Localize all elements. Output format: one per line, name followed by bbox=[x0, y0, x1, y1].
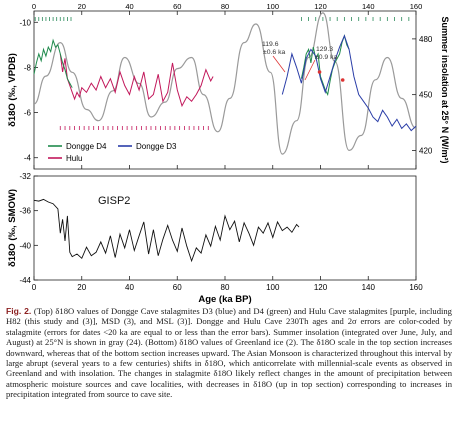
x-tick-label: 100 bbox=[266, 283, 280, 292]
y-tick-label-right: 480 bbox=[419, 35, 433, 44]
y-tick-label-left: -8 bbox=[24, 63, 32, 72]
figure-2: 0 20 40 60 80 100 120 140 160 0 20 40 60 80 100 120 140… bbox=[7, 2, 450, 305]
y-tick-label-bottom: -36 bbox=[19, 207, 31, 216]
legend-label-hulu: Hulu bbox=[66, 154, 82, 163]
y-tick-label-bottom: -44 bbox=[19, 276, 31, 285]
annotation-119: 119.6 ±0.6 ka bbox=[262, 41, 286, 73]
dongge-d3-series bbox=[281, 34, 417, 132]
figure-caption: Fig. 2. (Top) δ18O values of Dongge Cave… bbox=[6, 306, 452, 400]
x-tick-label-top: 140 bbox=[362, 2, 375, 11]
annotation-119-age: 119.6 bbox=[262, 41, 279, 48]
x-tick-label: 140 bbox=[362, 283, 376, 292]
bottom-x-axis: 0 20 40 60 80 100 120 140 160 bbox=[32, 276, 423, 292]
x-tick-label: 120 bbox=[314, 283, 328, 292]
annotation-119-pointer bbox=[272, 55, 286, 73]
x-tick-label: 20 bbox=[77, 283, 86, 292]
y-tick-label-left: -6 bbox=[24, 109, 32, 118]
annotation-119-err: ±0.6 ka bbox=[263, 49, 285, 56]
annotated-date-point bbox=[317, 70, 322, 74]
x-axis-label: Age (ka BP) bbox=[198, 294, 251, 305]
legend-label-d3: Dongge D3 bbox=[136, 142, 177, 151]
x-tick-label-top: 100 bbox=[266, 2, 279, 11]
y-tick-label-right: 420 bbox=[419, 146, 433, 155]
gisp2-label: GISP2 bbox=[98, 195, 130, 207]
y-tick-label-right: 450 bbox=[419, 91, 433, 100]
bottom-y-label: δ18O (‰, SMOW) bbox=[7, 189, 18, 267]
caption-text: (Top) δ18O values of Dongge Cave stalagm… bbox=[6, 306, 452, 400]
annotation-129-pointer bbox=[304, 59, 316, 81]
top-y-axis-right: 480 450 420 bbox=[412, 35, 433, 155]
x-tick-label-top: 120 bbox=[314, 2, 327, 11]
x-tick-label: 160 bbox=[409, 283, 423, 292]
top-x-axis-ticks: 0 20 40 60 80 100 120 140 160 bbox=[32, 2, 422, 169]
y-tick-label-left: -4 bbox=[24, 154, 32, 163]
x-tick-label-top: 60 bbox=[173, 2, 181, 11]
top-y-label-left: δ18O (‰, VPDB) bbox=[7, 53, 18, 127]
x-tick-label-top: 0 bbox=[32, 2, 36, 11]
bottom-y-axis: -32 -36 -40 -44 bbox=[19, 172, 38, 285]
legend-label-d4: Dongge D4 bbox=[66, 142, 107, 151]
dongge-d4-series bbox=[33, 38, 73, 88]
bottom-panel-frame bbox=[33, 175, 417, 281]
x-tick-label-top: 20 bbox=[78, 2, 86, 11]
annotation-129-err: ±0.9 ka bbox=[315, 54, 337, 61]
legend: Dongge D4 Dongge D3 Hulu bbox=[48, 142, 177, 163]
y-tick-label-bottom: -32 bbox=[19, 172, 31, 181]
x-tick-label: 0 bbox=[32, 283, 37, 292]
annotated-date-point bbox=[340, 78, 345, 82]
hulu-series bbox=[59, 53, 214, 108]
y-tick-label-bottom: -40 bbox=[19, 241, 31, 250]
dongge-d4-series bbox=[300, 34, 350, 97]
x-tick-label-top: 160 bbox=[410, 2, 423, 11]
caption-figure-label: Fig. 2. bbox=[6, 306, 32, 316]
annotation-129-age: 129.3 bbox=[316, 46, 333, 53]
x-tick-label: 40 bbox=[125, 283, 134, 292]
top-y-axis-left: -10 -8 -6 -4 bbox=[19, 18, 38, 163]
y-tick-label-left: -10 bbox=[19, 18, 31, 27]
series-layer bbox=[33, 12, 417, 263]
top-y-label-right: Summer insolation at 25° N (W/m²) bbox=[440, 16, 450, 163]
annotation-129: 129.3 ±0.9 ka bbox=[304, 46, 337, 81]
x-tick-label-top: 40 bbox=[125, 2, 133, 11]
insolation-curve bbox=[33, 12, 417, 155]
x-tick-label-top: 80 bbox=[221, 2, 229, 11]
gisp2-series bbox=[33, 198, 300, 263]
x-tick-label: 80 bbox=[221, 283, 230, 292]
x-tick-label: 60 bbox=[173, 283, 182, 292]
age-markers bbox=[34, 17, 410, 130]
